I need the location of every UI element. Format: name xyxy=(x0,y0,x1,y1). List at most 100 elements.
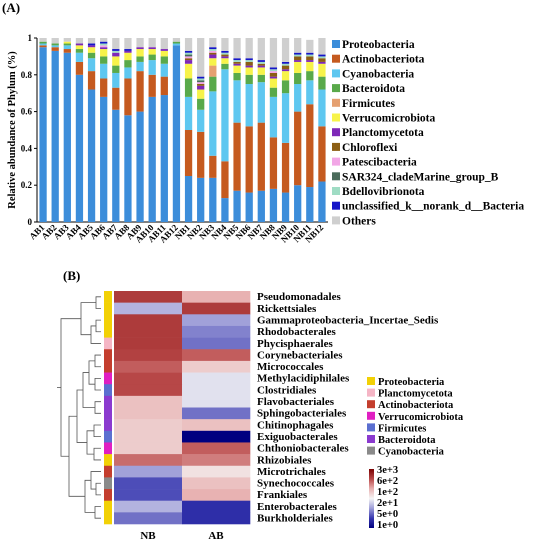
dendrogram-branch xyxy=(95,296,101,309)
bar-segment xyxy=(257,63,265,66)
bar-segment xyxy=(100,96,108,222)
heatmap-chart: PseudomonadalesRickettsialesGammaproteob… xyxy=(57,291,464,542)
legend-swatch xyxy=(332,98,340,107)
bar-segment xyxy=(51,43,59,46)
bar-segment xyxy=(124,115,132,222)
row-label: Synechococcales xyxy=(257,478,335,490)
bar-segment xyxy=(136,47,144,50)
bar-segment xyxy=(306,39,314,53)
panel-a-label: (A) xyxy=(2,0,20,15)
bar-segment xyxy=(281,93,290,143)
bar-segment xyxy=(160,56,168,64)
bar-segment xyxy=(75,61,84,75)
bar-segment xyxy=(148,49,156,55)
legend-label: Bdellovibrionota xyxy=(342,186,425,198)
phylum-color-strip xyxy=(104,465,112,478)
bar-segment xyxy=(209,76,217,92)
phylum-color-strip xyxy=(104,302,112,315)
phylum-color-strip xyxy=(104,477,112,490)
bar-segment xyxy=(124,49,132,51)
heatmap-cell xyxy=(114,291,183,303)
phylum-legend-label: Cyanobacteria xyxy=(378,447,445,458)
bar-segment xyxy=(233,190,241,222)
legend-swatch xyxy=(332,84,340,93)
bar-segment xyxy=(221,198,229,222)
bar-segment xyxy=(257,82,265,123)
phylum-color-strip xyxy=(104,419,112,432)
bar-segment xyxy=(112,52,120,57)
bar-segment xyxy=(100,49,108,57)
row-label: Rhizobiales xyxy=(257,454,312,466)
y-tick-label: 0.4 xyxy=(21,143,33,153)
dendrogram-branch xyxy=(86,430,94,455)
bar-segment xyxy=(306,80,314,105)
bar-segment xyxy=(318,76,326,90)
bar-segment xyxy=(269,188,278,222)
bar-segment xyxy=(136,61,144,72)
bar-segment xyxy=(51,47,59,51)
bar-segment xyxy=(306,187,314,222)
bar-segment xyxy=(257,74,265,83)
bar-segment xyxy=(112,65,120,73)
bar-segment xyxy=(209,177,217,222)
row-label: Sphingobacteriales xyxy=(257,408,347,420)
bar-segment xyxy=(112,38,120,50)
bar-segment xyxy=(245,126,253,193)
legend-label: Planctomycetota xyxy=(342,127,424,139)
legend-swatch xyxy=(332,113,340,122)
dendrogram-branch xyxy=(95,319,101,333)
legend-label: Cyanobacteria xyxy=(342,68,414,80)
phylum-color-strip xyxy=(104,454,112,467)
heatmap-cell xyxy=(182,512,251,525)
bar-segment xyxy=(75,52,84,62)
heatmap-cell xyxy=(114,430,183,443)
bar-segment xyxy=(63,43,71,46)
bar-segment xyxy=(39,41,47,44)
row-label: Rhodobacterales xyxy=(257,326,337,338)
bar-segment xyxy=(245,67,253,75)
heatmap-cell xyxy=(182,419,251,432)
y-tick-label: 1 xyxy=(28,33,33,43)
heatmap-cell xyxy=(114,302,183,315)
bar-segment xyxy=(148,54,156,61)
bar-segment xyxy=(306,54,314,57)
bar-segment xyxy=(318,38,326,55)
bar-segment xyxy=(245,60,253,62)
heatmap-cell xyxy=(182,395,251,408)
bar-segment xyxy=(306,71,314,81)
bar-segment xyxy=(318,89,326,127)
bar-segment xyxy=(100,38,108,42)
y-tick-label: 0.2 xyxy=(21,180,33,190)
heatmap-cell xyxy=(114,500,183,513)
bar-segment xyxy=(87,43,96,46)
bar-segment xyxy=(197,98,205,110)
bar-segment xyxy=(112,56,120,66)
row-label: Frankiales xyxy=(257,489,308,501)
legend-label: Firmicutes xyxy=(342,98,396,110)
legend-label: Others xyxy=(342,215,376,227)
bar-segment xyxy=(148,96,156,222)
bar-segment xyxy=(75,38,84,44)
bar-segment xyxy=(87,71,96,90)
heatmap-cell xyxy=(182,314,251,327)
bar-segment xyxy=(209,58,217,66)
bar-segment xyxy=(269,87,278,97)
legend-label: Chloroflexi xyxy=(342,142,398,154)
heatmap-cell xyxy=(114,419,183,432)
heatmap-cell xyxy=(182,325,251,338)
legend-swatch xyxy=(332,157,340,166)
legend-label: unclassified_k__norank_d__Bacteria xyxy=(342,201,524,213)
bar-segment xyxy=(245,58,253,61)
y-tick-label: 0.8 xyxy=(21,70,33,80)
bar-segment xyxy=(112,50,120,53)
bar-segment xyxy=(136,49,144,57)
bar-segment xyxy=(100,45,108,48)
bar-segment xyxy=(245,74,253,84)
phylum-color-strip xyxy=(104,489,112,501)
bar-segment xyxy=(75,74,84,222)
bar-segment xyxy=(294,38,302,53)
heatmap-cell xyxy=(182,302,251,315)
bar-segment xyxy=(100,43,108,46)
bar-segment xyxy=(245,38,253,59)
bar-segment xyxy=(281,142,290,193)
